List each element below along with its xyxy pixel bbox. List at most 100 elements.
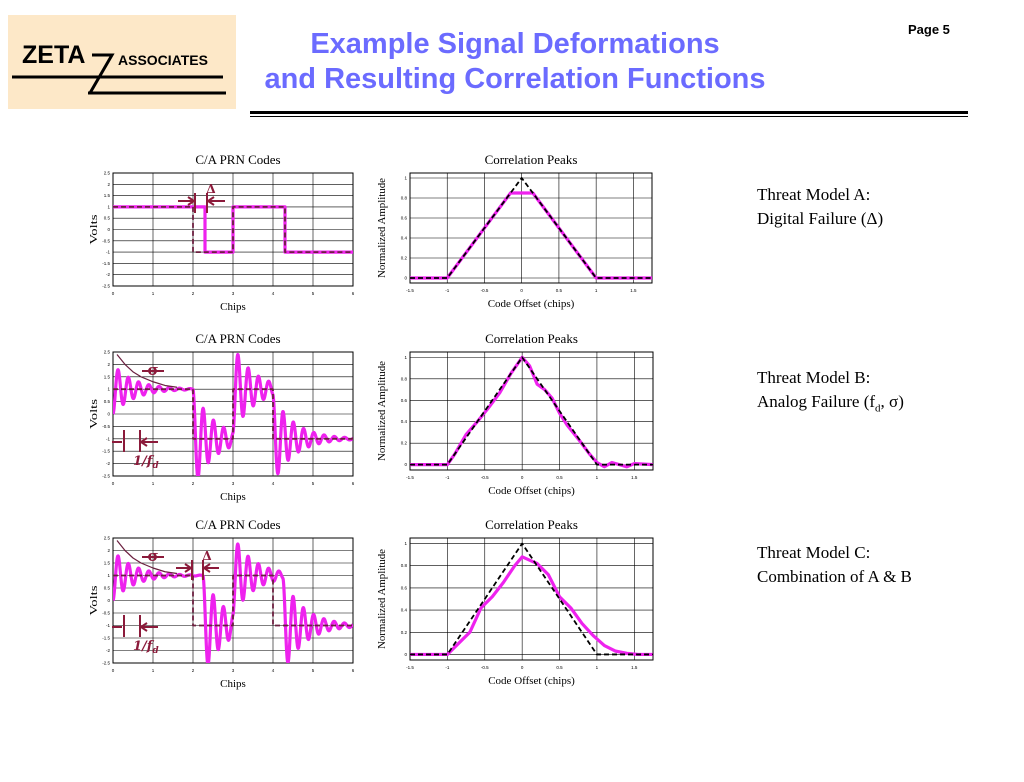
y-tick-label: 1: [107, 573, 110, 578]
y-tick-label: 1: [404, 541, 407, 546]
fd-arrow-right: [139, 437, 158, 447]
series-line-ideal: [410, 177, 652, 279]
x-tick-label: 6: [352, 481, 355, 486]
y-tick-label: 0.4: [401, 236, 408, 241]
chart-4: -1.5 -1 -0.5 0 0.5 1 1.5 0 0.2 0.4 0.6 0.8 1 Correlat…: [377, 331, 654, 497]
x-tick-label: -0.5: [481, 665, 489, 670]
y-tick-label: 0.4: [401, 419, 408, 424]
threat-model-b-desc-pre: Analog Failure (f: [757, 392, 876, 411]
y-axis-label: Normalized Amplitude: [377, 177, 388, 278]
y-tick-label: -2.5: [102, 474, 110, 479]
x-tick-label: 3: [232, 481, 235, 486]
x-tick-label: 0: [112, 481, 115, 486]
y-tick-label: 0: [107, 598, 110, 603]
chart-5: 0 1 2 3 4 5 6 -2.5 -2 -1.5 -1 -0.5 0 0.5 1 1.5 2 2.5 C/A P…: [88, 517, 355, 690]
y-tick-label: 1.5: [104, 561, 111, 566]
fd-label: 1/fd: [133, 454, 159, 471]
y-tick-label: 0.5: [104, 399, 111, 404]
x-tick-label: -1.5: [406, 288, 414, 293]
x-tick-label: 2: [192, 291, 195, 296]
y-tick-label: 0: [404, 652, 407, 657]
x-tick-label: 5: [312, 481, 315, 486]
plot-area: [113, 352, 353, 476]
delta-label: Δ: [202, 549, 211, 563]
threat-model-b: Threat Model B: Analog Failure (fd, σ): [757, 366, 904, 420]
fd-arrow-right: [139, 622, 158, 632]
x-tick-label: 6: [352, 668, 355, 673]
series-line-ideal: [410, 542, 653, 656]
y-tick-label: -0.5: [102, 238, 110, 243]
x-tick-label: 1: [152, 481, 155, 486]
plot-area: [410, 542, 653, 657]
x-tick-label: 4: [272, 291, 275, 296]
x-tick-label: -1: [445, 288, 449, 293]
x-axis-label: Code Offset (chips): [488, 485, 575, 497]
y-tick-label: 0.6: [401, 585, 408, 590]
delta-label: Δ: [206, 182, 215, 196]
y-tick-label: 2: [107, 182, 110, 187]
x-tick-label: 3: [232, 668, 235, 673]
x-tick-label: -1.5: [406, 665, 414, 670]
y-tick-label: -1: [106, 436, 110, 441]
y-tick-label: -1.5: [102, 261, 110, 266]
y-tick-label: 2: [107, 548, 110, 553]
y-tick-label: 1.5: [104, 374, 111, 379]
x-tick-label: 2: [192, 481, 195, 486]
chart-title: Correlation Peaks: [485, 517, 578, 532]
series-line-envelope: [116, 540, 178, 575]
chart-title: C/A PRN Codes: [195, 152, 280, 167]
x-tick-label: 4: [272, 668, 275, 673]
y-axis-label: Normalized Amplitude: [377, 360, 388, 461]
y-tick-label: -0.5: [102, 611, 110, 616]
plot-frame: [409, 172, 653, 284]
y-tick-label: -1.5: [102, 449, 110, 454]
y-tick-label: 0.5: [104, 216, 111, 221]
series-line-deformed: [410, 355, 653, 469]
x-tick-label: 3: [232, 291, 235, 296]
y-tick-label: -2.5: [102, 661, 110, 666]
plot-area: [410, 177, 652, 280]
y-tick-label: 1: [107, 204, 110, 209]
x-tick-label: 0.5: [556, 475, 563, 480]
series-line-ideal: [410, 356, 653, 466]
series-line-deformed: [113, 352, 353, 476]
x-tick-label: 1: [152, 668, 155, 673]
threat-model-b-desc-sub: d: [875, 402, 881, 415]
x-tick-label: 1: [596, 475, 599, 480]
x-tick-label: 4: [272, 481, 275, 486]
x-tick-label: -0.5: [481, 475, 489, 480]
x-tick-label: -0.5: [481, 288, 489, 293]
y-tick-label: 0: [404, 462, 407, 467]
y-tick-label: 0.8: [401, 376, 408, 381]
y-tick-label: -2: [106, 461, 110, 466]
y-tick-label: 0: [107, 412, 110, 417]
fd-label-sub: d: [152, 646, 159, 656]
x-tick-label: 2: [192, 668, 195, 673]
chart-1: 0 1 2 3 4 5 6 -2.5 -2 -1.5 -1 -0.5 0 0.5 1 1.5 2 2.5 C/A P…: [88, 152, 355, 313]
x-tick-label: 0: [112, 668, 115, 673]
plot-frame: [409, 351, 654, 471]
y-tick-label: 0.8: [401, 196, 408, 201]
y-tick-label: 1: [404, 176, 407, 181]
y-tick-label: 2.5: [104, 350, 111, 355]
y-tick-label: 0.2: [401, 441, 408, 446]
x-tick-label: 0.5: [556, 288, 563, 293]
threat-model-c-desc: Combination of A & B: [757, 567, 912, 586]
x-tick-label: 5: [312, 668, 315, 673]
threat-model-c-title: Threat Model C:: [757, 543, 871, 562]
y-tick-label: 1.5: [104, 193, 111, 198]
y-tick-label: 0.2: [401, 256, 408, 261]
header-rule-thick: [250, 111, 968, 114]
delta-arrow-left: [176, 563, 193, 573]
logo-zeta-text: ZETA: [22, 41, 86, 69]
y-axis-label: Volts: [88, 399, 100, 429]
plot-area: [410, 355, 653, 469]
y-tick-label: 1: [404, 355, 407, 360]
threat-model-b-desc-post: , σ): [880, 392, 904, 411]
threat-model-a-title: Threat Model A:: [757, 185, 871, 204]
x-tick-label: -1: [445, 475, 449, 480]
delta-arrow-right: [202, 563, 219, 573]
x-tick-label: 1: [595, 288, 598, 293]
y-tick-label: 0: [404, 276, 407, 281]
x-tick-label: -1.5: [406, 475, 414, 480]
